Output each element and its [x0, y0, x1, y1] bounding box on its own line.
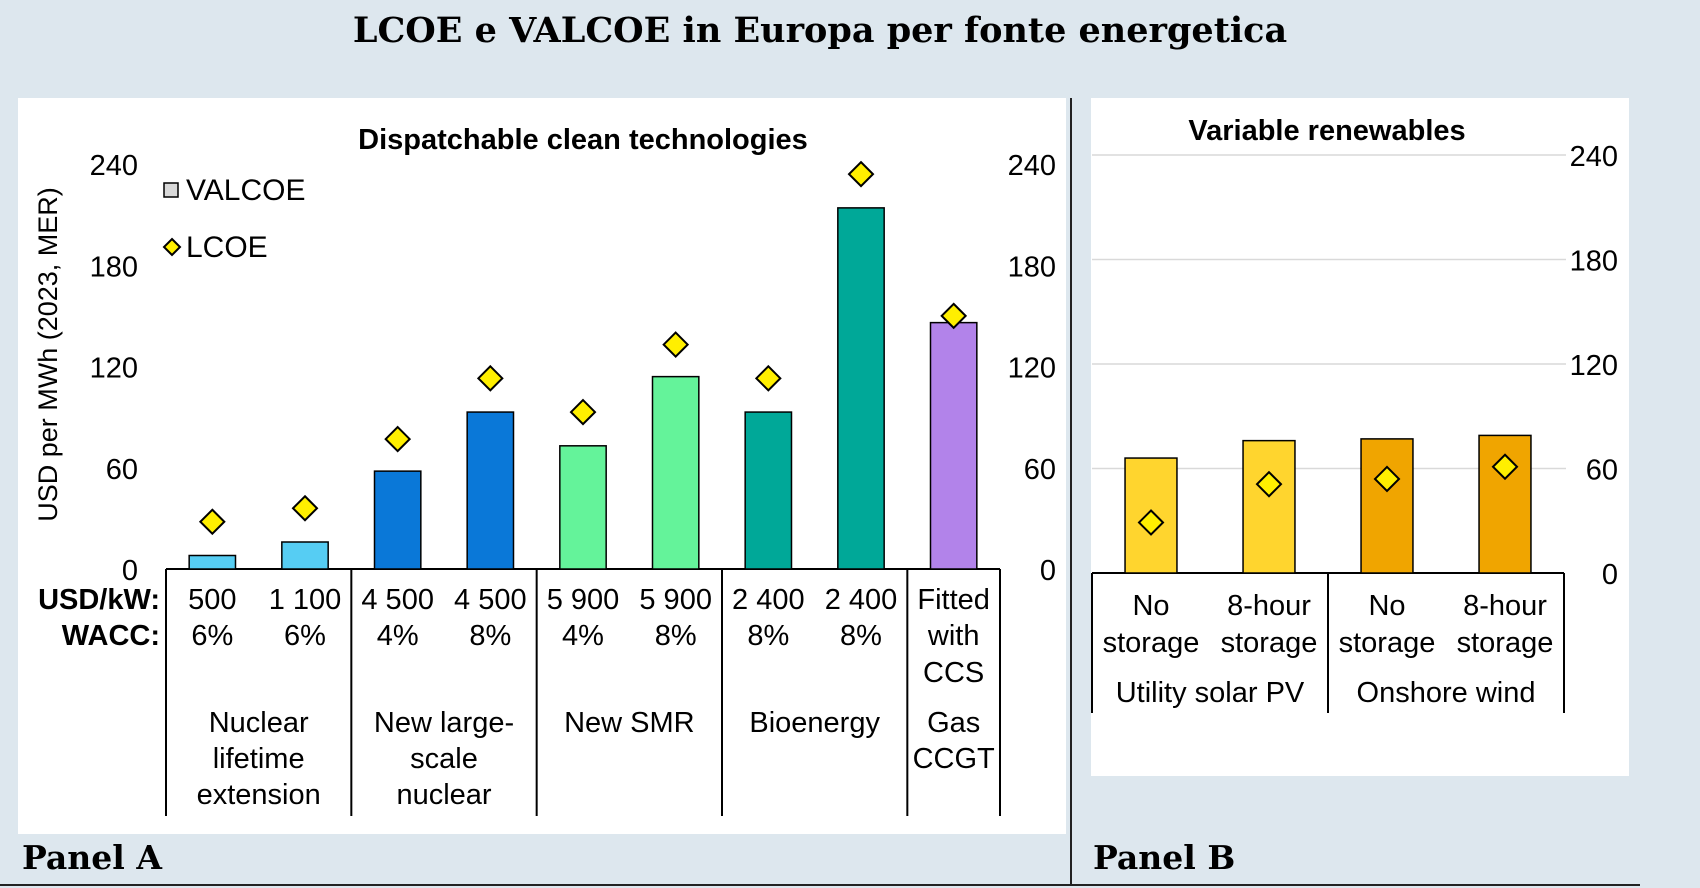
legend-lcoe-marker: [162, 237, 182, 257]
category-label-line1: No: [1368, 590, 1405, 622]
category-cost-label: 500: [188, 584, 236, 616]
category-label-line2: storage: [1457, 627, 1554, 659]
y-tick-label-left: 180: [90, 251, 138, 283]
category-label-line1: 8-hour: [1463, 590, 1547, 622]
panel-b-label: Panel B: [1093, 838, 1236, 877]
category-wacc-label: 8%: [655, 620, 697, 652]
panel-a-chart-title: Dispatchable clean technologies: [358, 124, 808, 156]
y-tick-label-right: 0: [1040, 555, 1056, 587]
lcoe-marker: [291, 494, 319, 522]
category-wacc-label: 4%: [377, 620, 419, 652]
group-label: New SMR: [564, 707, 695, 739]
category-cost-label: 5 900: [639, 584, 712, 616]
category-wacc-label: 8%: [840, 620, 882, 652]
category-label-line1: 8-hour: [1227, 590, 1311, 622]
panel-a-background: [18, 98, 1066, 834]
legend-valcoe-swatch: [163, 182, 179, 198]
y-tick-label: 180: [1570, 246, 1618, 278]
category-wacc-label: 4%: [562, 620, 604, 652]
lcoe-marker: [847, 160, 875, 188]
y-tick-label-right: 240: [1008, 150, 1056, 182]
panel-divider: [1070, 98, 1072, 886]
row-header-cost: USD/kW:: [38, 584, 160, 616]
group-label: CCGT: [913, 743, 995, 775]
group-label: lifetime: [213, 743, 305, 775]
category-wacc-label: 8%: [747, 620, 789, 652]
category-wacc-label: 8%: [469, 620, 511, 652]
group-label: Gas: [927, 707, 980, 739]
y-tick-label-right: 180: [1008, 251, 1056, 283]
category-cost-label: 4 500: [454, 584, 527, 616]
group-label: Bioenergy: [749, 707, 880, 739]
category-wacc-label: 6%: [191, 620, 233, 652]
category-cost-label: 2 400: [732, 584, 805, 616]
lcoe-marker: [1491, 453, 1519, 481]
valcoe-bar: [1242, 439, 1296, 574]
category-label-line2: storage: [1103, 627, 1200, 659]
category-wacc-label: with: [927, 620, 980, 652]
category-wacc-label: 6%: [284, 620, 326, 652]
lcoe-marker: [569, 398, 597, 426]
y-tick-label: 60: [1586, 455, 1618, 487]
category-label-line2: storage: [1339, 627, 1436, 659]
y-tick-label-left: 0: [122, 555, 138, 587]
group-label: New large-: [374, 707, 514, 739]
lcoe-marker: [940, 302, 968, 330]
legend-valcoe-label: VALCOE: [186, 174, 306, 207]
category-label-line1: No: [1132, 590, 1169, 622]
valcoe-bar: [651, 375, 700, 570]
figure-title: LCOE e VALCOE in Europa per fonte energe…: [352, 10, 1288, 51]
y-tick-label-left: 120: [90, 353, 138, 385]
panel-b-chart-title: Variable renewables: [1188, 115, 1465, 147]
group-label: Nuclear: [209, 707, 309, 739]
y-tick-label-left: 240: [90, 150, 138, 182]
y-tick-label-left: 60: [106, 454, 138, 486]
valcoe-bar: [744, 411, 793, 570]
lcoe-marker: [662, 331, 690, 358]
category-cost-label: 4 500: [361, 584, 434, 616]
category-cost-label: 2 400: [825, 584, 898, 616]
valcoe-bar: [373, 470, 422, 570]
group-label: extension: [197, 779, 321, 811]
panel-a-label: Panel A: [22, 838, 162, 877]
lcoe-marker: [1255, 470, 1283, 498]
lcoe-marker: [198, 508, 226, 536]
valcoe-bar: [1124, 457, 1178, 574]
y-tick-label: 240: [1570, 141, 1618, 173]
y-tick-label: 0: [1602, 559, 1618, 591]
lcoe-marker: [1373, 465, 1401, 493]
valcoe-bar: [837, 207, 885, 570]
legend-lcoe-label: LCOE: [186, 231, 268, 264]
row-header-wacc: WACC:: [62, 620, 160, 652]
panel-b-background: [1091, 98, 1629, 776]
y-axis-label: USD per MWh (2023, MER): [33, 187, 63, 522]
y-tick-label: 120: [1570, 350, 1618, 382]
category-extra-label: CCS: [923, 657, 984, 689]
valcoe-bar: [1360, 438, 1414, 574]
group-label: Utility solar PV: [1116, 677, 1305, 709]
lcoe-marker: [384, 425, 412, 453]
valcoe-bar: [466, 411, 515, 570]
lcoe-marker: [1137, 509, 1165, 536]
valcoe-bar: [559, 445, 607, 570]
bottom-rule: [0, 884, 1640, 886]
valcoe-bar: [188, 554, 237, 570]
lcoe-marker: [754, 364, 782, 392]
valcoe-bar: [281, 541, 329, 570]
lcoe-marker: [476, 364, 504, 392]
group-label: Onshore wind: [1357, 677, 1536, 709]
group-label: nuclear: [396, 779, 491, 811]
y-tick-label-right: 60: [1024, 454, 1056, 486]
valcoe-bar: [929, 321, 978, 570]
category-cost-label: Fitted: [917, 584, 990, 616]
category-cost-label: 1 100: [269, 584, 342, 616]
y-tick-label-right: 120: [1008, 353, 1056, 385]
group-label: scale: [410, 743, 478, 775]
category-label-line2: storage: [1221, 627, 1318, 659]
category-cost-label: 5 900: [547, 584, 620, 616]
